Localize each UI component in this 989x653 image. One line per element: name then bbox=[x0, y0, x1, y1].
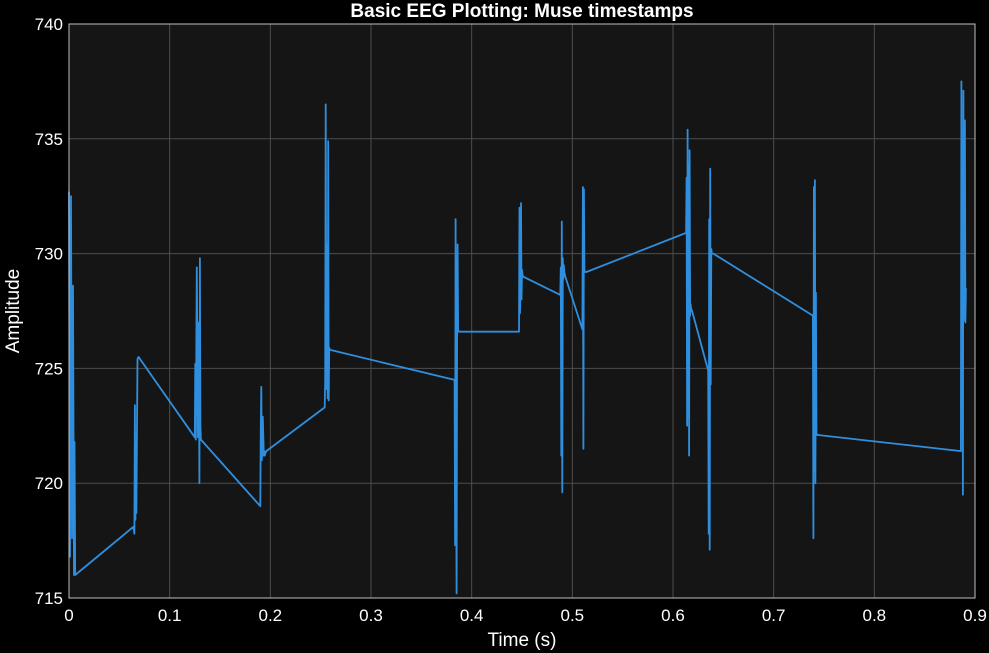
x-tick-labels: 0 0.1 0.2 0.3 0.4 0.5 0.6 0.7 0.8 0.9 bbox=[64, 606, 987, 625]
x-tick-label: 0 bbox=[64, 606, 73, 625]
axes-frame bbox=[68, 23, 976, 599]
y-tick-label: 725 bbox=[35, 359, 63, 378]
y-tick-label: 735 bbox=[35, 130, 63, 149]
x-tick-label: 0.5 bbox=[561, 606, 585, 625]
y-tick-label: 720 bbox=[35, 474, 63, 493]
x-tick-label: 0.3 bbox=[359, 606, 383, 625]
x-tick-label: 0.6 bbox=[661, 606, 685, 625]
series-layer bbox=[68, 80, 967, 595]
x-tick-label: 0.8 bbox=[863, 606, 887, 625]
x-tick-label: 0.2 bbox=[259, 606, 283, 625]
series-line bbox=[68, 80, 967, 595]
plot-area bbox=[69, 24, 975, 598]
y-tick-labels: 715 720 725 730 735 740 bbox=[35, 15, 63, 608]
x-tick-label: 0.1 bbox=[158, 606, 182, 625]
chart-title: Basic EEG Plotting: Muse timestamps bbox=[350, 1, 693, 22]
x-axis-label: Time (s) bbox=[488, 630, 557, 651]
x-tick-label: 0.4 bbox=[460, 606, 484, 625]
y-tick-label: 730 bbox=[35, 245, 63, 264]
x-tick-label: 0.7 bbox=[762, 606, 786, 625]
y-axis-label: Amplitude bbox=[3, 269, 24, 354]
x-tick-label: 0.9 bbox=[963, 606, 987, 625]
y-tick-label: 715 bbox=[35, 589, 63, 608]
y-tick-label: 740 bbox=[35, 15, 63, 34]
